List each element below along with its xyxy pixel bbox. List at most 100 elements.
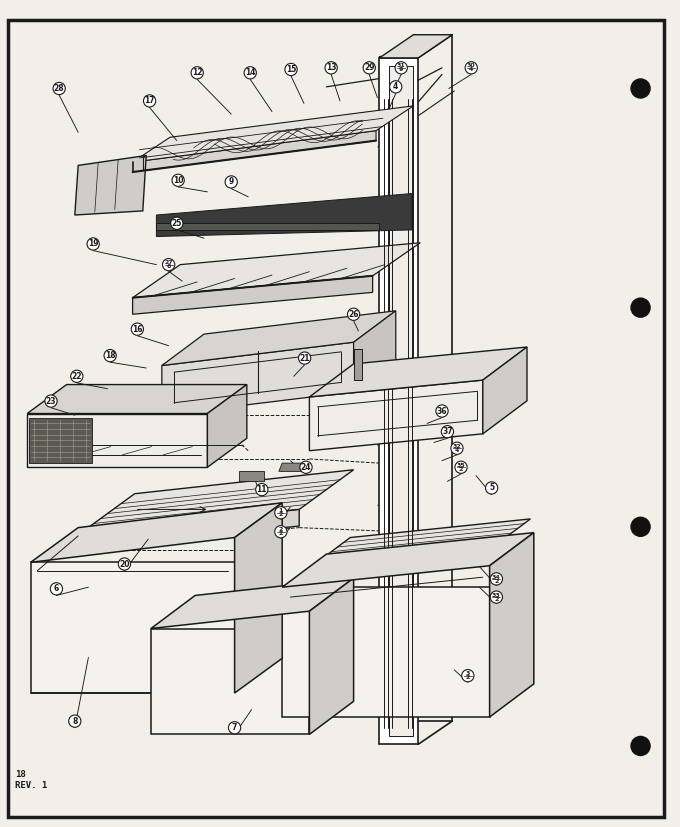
Circle shape [225, 176, 237, 188]
Polygon shape [483, 347, 527, 434]
Polygon shape [29, 418, 92, 463]
Text: 2: 2 [494, 579, 498, 584]
Text: 32: 32 [453, 444, 461, 449]
Text: 37: 37 [442, 428, 453, 436]
Polygon shape [490, 533, 534, 717]
Circle shape [275, 526, 287, 538]
Circle shape [325, 62, 337, 74]
Circle shape [395, 62, 407, 74]
Polygon shape [282, 587, 490, 717]
Circle shape [50, 583, 63, 595]
Polygon shape [80, 470, 354, 533]
Text: 20: 20 [119, 560, 130, 568]
Circle shape [631, 79, 650, 98]
Circle shape [486, 482, 498, 494]
Text: 1: 1 [279, 509, 283, 514]
Polygon shape [389, 66, 413, 736]
Polygon shape [309, 578, 354, 734]
Text: 2: 2 [459, 467, 463, 472]
Circle shape [131, 323, 143, 335]
Polygon shape [151, 629, 309, 734]
Text: 4: 4 [455, 448, 459, 453]
Text: 25: 25 [171, 219, 182, 227]
Circle shape [436, 405, 448, 417]
Text: 31: 31 [397, 64, 405, 69]
Circle shape [228, 722, 241, 734]
Text: 17: 17 [144, 97, 155, 105]
Circle shape [118, 558, 131, 570]
Polygon shape [306, 519, 530, 571]
Circle shape [631, 736, 650, 756]
Polygon shape [354, 349, 362, 380]
Polygon shape [309, 380, 483, 451]
Text: 3: 3 [466, 672, 470, 676]
Polygon shape [80, 509, 299, 550]
Circle shape [104, 350, 116, 361]
Circle shape [45, 395, 57, 407]
Circle shape [244, 67, 256, 79]
Text: 5: 5 [489, 484, 494, 492]
Polygon shape [162, 342, 354, 415]
Polygon shape [133, 131, 376, 172]
Text: 18: 18 [105, 351, 116, 360]
Polygon shape [27, 385, 247, 414]
Text: 24: 24 [301, 463, 311, 471]
Text: 2: 2 [279, 513, 283, 518]
Polygon shape [75, 155, 146, 215]
Text: 6: 6 [167, 265, 171, 270]
Text: 14: 14 [245, 69, 256, 77]
Circle shape [462, 670, 474, 681]
Circle shape [163, 259, 175, 270]
Polygon shape [235, 503, 282, 693]
Polygon shape [282, 533, 534, 587]
Text: 19: 19 [88, 240, 99, 248]
Circle shape [455, 461, 467, 473]
Text: 29: 29 [364, 64, 375, 72]
Circle shape [285, 64, 297, 75]
Text: 9: 9 [399, 68, 403, 73]
Text: 34: 34 [492, 575, 500, 580]
Polygon shape [133, 106, 413, 162]
Polygon shape [133, 276, 373, 314]
Circle shape [347, 308, 360, 320]
Circle shape [465, 62, 477, 74]
Text: 2: 2 [279, 528, 283, 533]
Circle shape [69, 715, 81, 727]
Circle shape [631, 298, 650, 318]
Text: 8: 8 [72, 717, 78, 725]
Polygon shape [133, 243, 420, 298]
Text: 11: 11 [256, 485, 267, 494]
Polygon shape [379, 58, 418, 744]
Circle shape [275, 507, 287, 519]
Polygon shape [354, 311, 396, 392]
Circle shape [87, 238, 99, 250]
Text: 6: 6 [54, 585, 59, 593]
Circle shape [451, 442, 463, 454]
Text: 15: 15 [286, 65, 296, 74]
Text: 2: 2 [494, 597, 498, 602]
Circle shape [490, 591, 503, 603]
Text: 18
REV. 1: 18 REV. 1 [15, 770, 47, 790]
Polygon shape [31, 503, 282, 562]
Polygon shape [379, 35, 452, 58]
Text: 7: 7 [232, 724, 237, 732]
Text: 16: 16 [132, 325, 143, 333]
Polygon shape [279, 463, 309, 471]
Text: 27: 27 [165, 261, 173, 265]
Circle shape [299, 352, 311, 364]
Text: 28: 28 [54, 84, 65, 93]
Text: 10: 10 [173, 176, 184, 184]
Circle shape [300, 461, 312, 473]
Text: 26: 26 [348, 310, 359, 318]
Polygon shape [156, 223, 379, 230]
Circle shape [191, 67, 203, 79]
Text: 13: 13 [326, 64, 337, 72]
Circle shape [390, 81, 402, 93]
Polygon shape [31, 562, 235, 693]
Polygon shape [27, 414, 207, 467]
Text: 30: 30 [467, 64, 475, 69]
Circle shape [441, 426, 454, 437]
Text: 12: 12 [192, 69, 203, 77]
Polygon shape [162, 311, 396, 366]
Text: 21: 21 [299, 354, 310, 362]
